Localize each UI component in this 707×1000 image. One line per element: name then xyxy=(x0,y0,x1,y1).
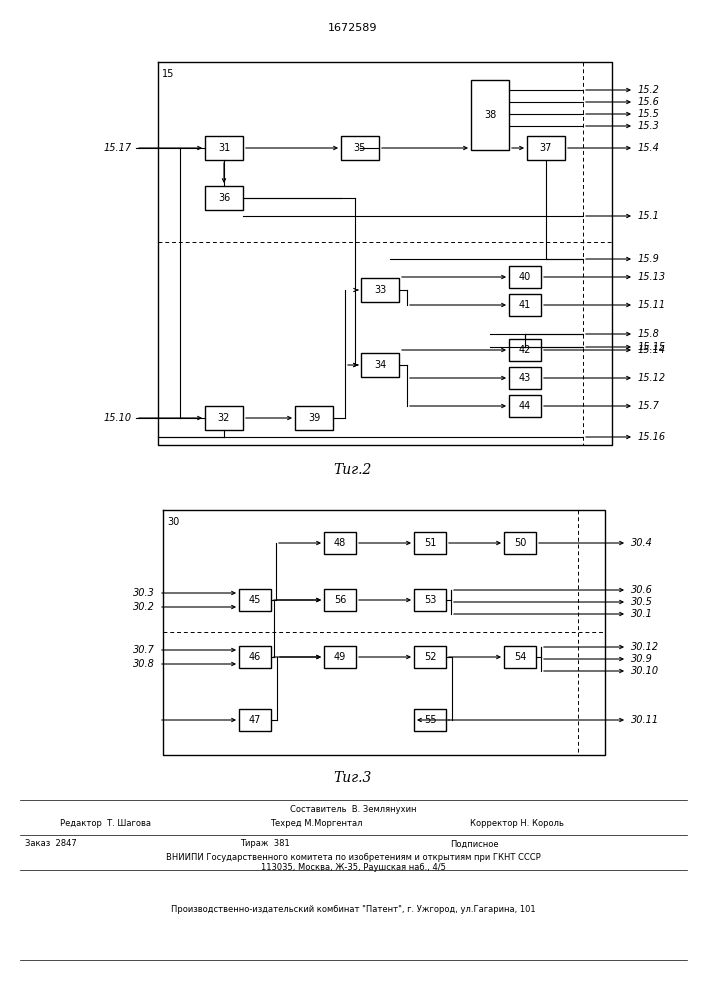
Text: 45: 45 xyxy=(249,595,261,605)
Text: 30.8: 30.8 xyxy=(133,659,155,669)
Bar xyxy=(324,589,356,611)
Text: 46: 46 xyxy=(249,652,261,662)
Text: 44: 44 xyxy=(519,401,531,411)
Text: Τиг.3: Τиг.3 xyxy=(334,771,372,785)
Text: 55: 55 xyxy=(423,715,436,725)
Text: 38: 38 xyxy=(484,110,496,120)
Text: 30.6: 30.6 xyxy=(631,585,653,595)
Text: Составитель  В. Землянухин: Составитель В. Землянухин xyxy=(290,806,416,814)
Bar xyxy=(509,367,541,389)
Text: 31: 31 xyxy=(218,143,230,153)
Bar xyxy=(509,266,541,288)
Text: 36: 36 xyxy=(218,193,230,203)
Text: 50: 50 xyxy=(514,538,526,548)
Text: 1672589: 1672589 xyxy=(328,23,378,33)
Bar xyxy=(324,646,356,668)
Bar xyxy=(341,136,379,160)
Text: 15.4: 15.4 xyxy=(638,143,660,153)
Text: 30.3: 30.3 xyxy=(133,588,155,598)
Bar xyxy=(361,278,399,302)
Text: Корректор Н. Король: Корректор Н. Король xyxy=(470,820,564,828)
Text: 15.14: 15.14 xyxy=(638,345,666,355)
Text: 37: 37 xyxy=(540,143,552,153)
Text: 15.7: 15.7 xyxy=(638,401,660,411)
Text: 47: 47 xyxy=(249,715,261,725)
Bar xyxy=(527,136,565,160)
Bar xyxy=(471,80,509,150)
Text: Тираж  381: Тираж 381 xyxy=(240,840,290,848)
Text: 30.2: 30.2 xyxy=(133,602,155,612)
Text: 30.12: 30.12 xyxy=(631,642,659,652)
Text: 33: 33 xyxy=(374,285,386,295)
Text: ВНИИПИ Государственного комитета по изобретениям и открытиям при ГКНТ СССР: ВНИИПИ Государственного комитета по изоб… xyxy=(165,852,540,861)
Bar xyxy=(205,406,243,430)
Text: 15.9: 15.9 xyxy=(638,254,660,264)
Text: Подписное: Подписное xyxy=(450,840,498,848)
Bar xyxy=(504,646,536,668)
Bar xyxy=(205,136,243,160)
Bar xyxy=(324,532,356,554)
Text: 41: 41 xyxy=(519,300,531,310)
Text: 15.8: 15.8 xyxy=(638,329,660,339)
Text: 30.11: 30.11 xyxy=(631,715,659,725)
Bar xyxy=(414,646,446,668)
Text: 53: 53 xyxy=(423,595,436,605)
Text: Редактор  Т. Шагова: Редактор Т. Шагова xyxy=(60,820,151,828)
Bar xyxy=(414,532,446,554)
Bar xyxy=(509,339,541,361)
Text: 15.2: 15.2 xyxy=(638,85,660,95)
Text: 15.3: 15.3 xyxy=(638,121,660,131)
Bar xyxy=(205,186,243,210)
Text: 15: 15 xyxy=(162,69,175,79)
Text: 15.17: 15.17 xyxy=(104,143,132,153)
Text: 15.10: 15.10 xyxy=(104,413,132,423)
Text: Τиг.2: Τиг.2 xyxy=(334,463,372,477)
Text: Производственно-издательский комбинат "Патент", г. Ужгород, ул.Гагарина, 101: Производственно-издательский комбинат "П… xyxy=(170,906,535,914)
Text: 15.13: 15.13 xyxy=(638,272,666,282)
Bar xyxy=(295,406,333,430)
Text: 40: 40 xyxy=(519,272,531,282)
Text: 15.16: 15.16 xyxy=(638,432,666,442)
Text: 30.1: 30.1 xyxy=(631,609,653,619)
Text: 30: 30 xyxy=(167,517,180,527)
Text: 30.9: 30.9 xyxy=(631,654,653,664)
Text: 35: 35 xyxy=(354,143,366,153)
Text: 30.4: 30.4 xyxy=(631,538,653,548)
Text: 30.7: 30.7 xyxy=(133,645,155,655)
Text: 39: 39 xyxy=(308,413,320,423)
Text: 52: 52 xyxy=(423,652,436,662)
Bar xyxy=(414,709,446,731)
Text: 34: 34 xyxy=(374,360,386,370)
Text: 43: 43 xyxy=(519,373,531,383)
Bar xyxy=(361,353,399,377)
Bar xyxy=(239,646,271,668)
Bar xyxy=(504,532,536,554)
Text: 30.10: 30.10 xyxy=(631,666,659,676)
Bar xyxy=(414,589,446,611)
Text: 48: 48 xyxy=(334,538,346,548)
Text: 15.5: 15.5 xyxy=(638,109,660,119)
Text: Заказ  2847: Заказ 2847 xyxy=(25,840,77,848)
Text: 15.6: 15.6 xyxy=(638,97,660,107)
Text: 15.15: 15.15 xyxy=(638,342,666,352)
Text: 51: 51 xyxy=(423,538,436,548)
Text: 32: 32 xyxy=(218,413,230,423)
Text: 56: 56 xyxy=(334,595,346,605)
Text: 15.11: 15.11 xyxy=(638,300,666,310)
Text: 30.5: 30.5 xyxy=(631,597,653,607)
Text: 15.12: 15.12 xyxy=(638,373,666,383)
Text: Техред М.Моргентал: Техред М.Моргентал xyxy=(270,820,363,828)
Text: 113035, Москва, Ж-35, Раушская наб., 4/5: 113035, Москва, Ж-35, Раушская наб., 4/5 xyxy=(261,863,445,872)
Bar xyxy=(509,294,541,316)
Text: 54: 54 xyxy=(514,652,526,662)
Bar xyxy=(239,709,271,731)
Text: 49: 49 xyxy=(334,652,346,662)
Bar xyxy=(509,395,541,417)
Bar xyxy=(239,589,271,611)
Text: 15.1: 15.1 xyxy=(638,211,660,221)
Text: 42: 42 xyxy=(519,345,531,355)
